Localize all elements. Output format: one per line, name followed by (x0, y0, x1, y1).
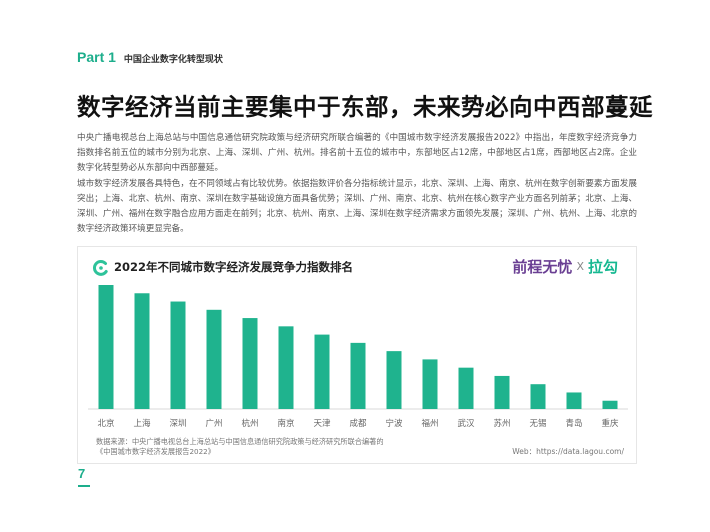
brand-separator: X (576, 260, 584, 273)
bar-4 (242, 318, 258, 409)
bar-12 (530, 384, 546, 409)
x-tick-label-7: 成都 (349, 418, 367, 429)
bar-6 (314, 334, 330, 409)
source-line-1: 数据来源：中央广播电视总台上海总站与中国信息通信研究院政策与经济研究所联合编著的 (96, 437, 384, 446)
part-header: Part 1 中国企业数字化转型现状 (77, 49, 223, 65)
chart-logo-icon (93, 260, 108, 276)
part-title: 中国企业数字化转型现状 (123, 55, 223, 65)
bar-0 (98, 285, 114, 409)
brand-51job-logo: 前程无忧 (512, 258, 573, 276)
page-title: 数字经济当前主要集中于东部，未来势必向中西部蔓延 (77, 93, 653, 121)
x-tick-label-14: 重庆 (601, 418, 619, 429)
bar-13 (566, 392, 582, 409)
bar-chart: 北京 上海 深圳 广州 杭州 南京 天津 成都 宁波 福州 武汉 苏州 无锡 青岛 重庆 (88, 285, 628, 429)
x-tick-label-5: 南京 (277, 418, 294, 429)
x-tick-label-2: 深圳 (169, 418, 186, 429)
bar-9 (422, 359, 438, 409)
x-tick-label-8: 宁波 (385, 418, 403, 429)
body-text: 中央广播电视总台上海总站与中国信息通信研究院政策与经济研究所联合编著的《中国城市… (77, 131, 637, 237)
source-line-2: 《中国城市数字经济发展报告2022》 (96, 447, 215, 456)
part-label: Part 1 (77, 49, 116, 65)
data-source: 数据来源：中央广播电视总台上海总站与中国信息通信研究院政策与经济研究所联合编著的… (96, 437, 384, 457)
bar-11 (494, 375, 510, 409)
x-tick-label-12: 无锡 (529, 419, 547, 429)
bar-7 (350, 342, 366, 409)
x-tick-label-4: 杭州 (241, 418, 258, 429)
brand-logos: 前程无忧 X 拉勾 (512, 256, 618, 277)
x-tick-label-3: 广州 (205, 418, 222, 429)
bar-8 (386, 351, 402, 409)
web-link[interactable]: Web：https://data.lagou.com/ (512, 447, 624, 456)
chart-card: 北京 上海 深圳 广州 杭州 南京 天津 成都 宁波 福州 武汉 苏州 无锡 青岛 重庆 2022年不同城市… (77, 246, 637, 464)
x-tick-label-10: 武汉 (457, 418, 475, 429)
chart-title: 2022年不同城市数字经济发展竞争力指数排名 (114, 260, 354, 274)
x-tick-label-1: 上海 (133, 418, 151, 429)
page-number: 7 (78, 466, 86, 481)
bar-1 (134, 293, 150, 409)
paragraph-1: 中央广播电视总台上海总站与中国信息通信研究院政策与经济研究所联合编著的《中国城市… (77, 133, 637, 174)
page-number-underline (78, 485, 90, 487)
x-tick-label-0: 北京 (97, 418, 114, 429)
bar-14 (602, 400, 618, 409)
x-tick-label-13: 青岛 (565, 418, 582, 429)
bar-10 (458, 367, 474, 409)
brand-lagou-logo: 拉勾 (587, 258, 618, 276)
x-tick-label-11: 苏州 (493, 418, 510, 429)
x-tick-label-9: 福州 (421, 418, 438, 429)
bar-5 (278, 326, 294, 409)
bar-2 (170, 301, 186, 409)
bar-3 (206, 309, 222, 409)
paragraph-2: 城市数字经济发展各具特色，在不同领域占有比较优势。依据指数评价各分指标统计显示，… (77, 178, 637, 235)
x-tick-label-6: 天津 (313, 418, 331, 429)
